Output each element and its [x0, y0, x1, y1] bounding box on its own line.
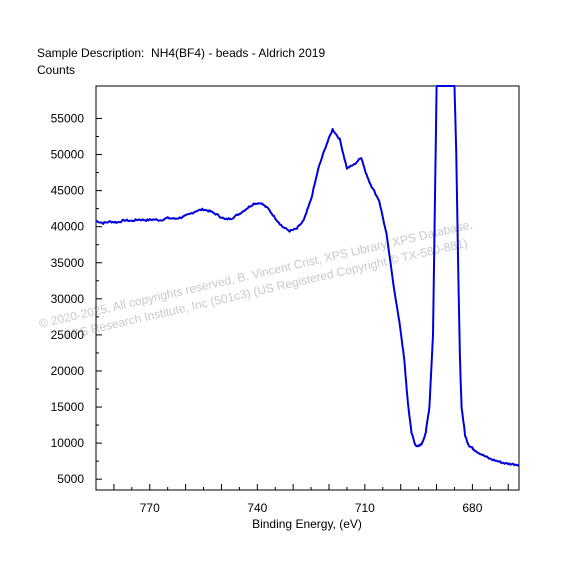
- y-tick-label: 30000: [51, 292, 85, 306]
- y-tick-label: 55000: [51, 111, 85, 125]
- watermark: © 2020-2025, All copyrights reserved, B.…: [38, 217, 474, 343]
- chart-title: Sample Description: NH4(BF4) - beads - A…: [37, 46, 326, 60]
- watermark-line-2: XPS Research Institute, Inc (501c3) (US …: [63, 236, 469, 343]
- y-tick-label: 20000: [51, 364, 85, 378]
- y-tick-label: 35000: [51, 256, 85, 270]
- x-axis-label: Binding Energy, (eV): [252, 517, 362, 531]
- x-tick-label: 710: [355, 501, 375, 515]
- y-tick-label: 40000: [51, 220, 85, 234]
- watermark-line-1: © 2020-2025, All copyrights reserved, B.…: [38, 217, 474, 331]
- y-tick-label: 5000: [57, 472, 84, 486]
- x-tick-label: 770: [140, 501, 160, 515]
- y-tick-label: 45000: [51, 184, 85, 198]
- x-axis-ticks: 770 740 710 680: [95, 484, 509, 515]
- y-axis-label: Counts: [37, 63, 76, 77]
- plot-frame: [95, 85, 520, 491]
- y-tick-label: 15000: [51, 400, 85, 414]
- x-tick-label: 680: [462, 501, 482, 515]
- x-tick-label: 740: [247, 501, 267, 515]
- y-axis-ticks: 5000 10000 15000 20000 25000 30000 35000 40000 4…: [51, 111, 102, 486]
- y-tick-label: 50000: [51, 148, 85, 162]
- y-tick-label: 10000: [51, 436, 85, 450]
- spectrum-line: [95, 85, 520, 467]
- y-tick-label: 25000: [51, 328, 85, 342]
